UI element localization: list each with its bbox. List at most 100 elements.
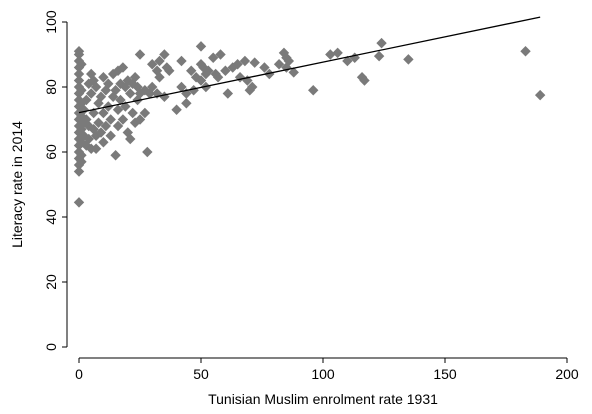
data-point: [212, 72, 224, 83]
x-tick-label-2: 100: [311, 366, 335, 382]
data-point: [142, 146, 153, 158]
data-point: [90, 130, 102, 141]
data-point: [520, 46, 531, 57]
data-point: [176, 55, 187, 67]
data-point: [103, 78, 114, 89]
data-point: [76, 85, 87, 96]
data-point: [76, 59, 87, 70]
data-point: [308, 85, 319, 96]
data-point: [232, 59, 243, 70]
data-point: [93, 98, 104, 109]
data-point: [259, 62, 270, 73]
data-point: [288, 67, 299, 78]
data-points: [73, 37, 546, 208]
y-tick-label-2: 40: [43, 209, 59, 225]
data-point: [81, 140, 92, 151]
data-point: [332, 47, 343, 59]
data-point: [73, 197, 85, 208]
data-point: [203, 65, 214, 76]
data-point: [220, 65, 231, 76]
data-point: [73, 140, 85, 151]
data-point: [117, 114, 129, 125]
data-point: [90, 81, 102, 93]
data-point: [115, 94, 126, 106]
data-point: [134, 88, 146, 99]
data-point: [98, 72, 109, 83]
data-point: [161, 62, 173, 73]
data-point: [98, 137, 109, 148]
y-tick-label-4: 80: [43, 79, 59, 95]
x-axis-label: Tunisian Muslim enrolment rate 1931: [208, 391, 438, 407]
data-point: [110, 85, 121, 96]
data-point: [73, 133, 85, 145]
y-axis-label: Literacy rate in 2014: [9, 121, 25, 248]
data-point: [373, 50, 385, 62]
y-tick-label-5: 100: [43, 10, 59, 34]
data-point: [195, 75, 207, 86]
data-point: [195, 59, 207, 70]
data-point: [88, 124, 99, 135]
data-point: [227, 62, 238, 73]
data-point: [249, 57, 260, 68]
data-point: [83, 120, 94, 132]
data-point: [132, 81, 143, 93]
data-point: [264, 68, 275, 80]
y-axis: 0 20 40 60 80 100: [43, 10, 68, 351]
data-point: [534, 89, 546, 101]
data-point: [76, 137, 87, 148]
x-axis: 0 50 100 150 200: [75, 357, 579, 382]
data-point: [125, 133, 136, 145]
data-point: [95, 127, 107, 138]
data-point: [188, 85, 199, 96]
data-point: [154, 55, 165, 67]
data-point: [105, 130, 116, 141]
data-point: [147, 81, 158, 93]
data-point: [127, 107, 138, 119]
data-point: [376, 37, 387, 49]
x-tick-label-4: 200: [555, 366, 579, 382]
data-point: [78, 117, 90, 128]
data-point: [283, 55, 295, 67]
data-point: [81, 94, 92, 106]
data-point: [247, 81, 258, 93]
data-point: [100, 120, 112, 132]
fitted-line: [78, 16, 541, 114]
x-tick-label-1: 50: [193, 366, 209, 382]
data-point: [73, 49, 85, 60]
data-point: [98, 107, 109, 119]
data-point: [215, 49, 226, 60]
data-point: [147, 59, 158, 70]
data-point: [154, 72, 165, 83]
data-point: [186, 65, 197, 76]
data-point: [181, 98, 192, 109]
data-point: [134, 49, 146, 60]
data-point: [76, 156, 87, 167]
data-point: [73, 75, 85, 86]
data-point: [112, 104, 124, 115]
data-point: [171, 104, 182, 115]
data-point: [78, 130, 90, 141]
data-point: [105, 114, 116, 125]
data-point: [273, 59, 285, 70]
data-point: [73, 127, 85, 138]
data-point: [90, 143, 102, 154]
data-point: [403, 54, 414, 65]
y-tick-label-0: 0: [43, 343, 59, 351]
x-tick-label-3: 150: [433, 366, 457, 382]
data-point: [110, 150, 121, 161]
data-point: [134, 114, 146, 125]
data-point: [83, 133, 94, 145]
data-point: [164, 65, 175, 76]
data-point: [176, 81, 187, 93]
data-point: [73, 153, 85, 164]
data-point: [86, 88, 97, 99]
data-point: [76, 150, 87, 161]
data-point: [73, 166, 85, 177]
data-point: [125, 88, 136, 99]
data-point: [129, 72, 141, 83]
data-point: [112, 120, 124, 132]
data-point: [73, 68, 85, 80]
data-point: [342, 55, 353, 67]
data-point: [100, 85, 112, 96]
